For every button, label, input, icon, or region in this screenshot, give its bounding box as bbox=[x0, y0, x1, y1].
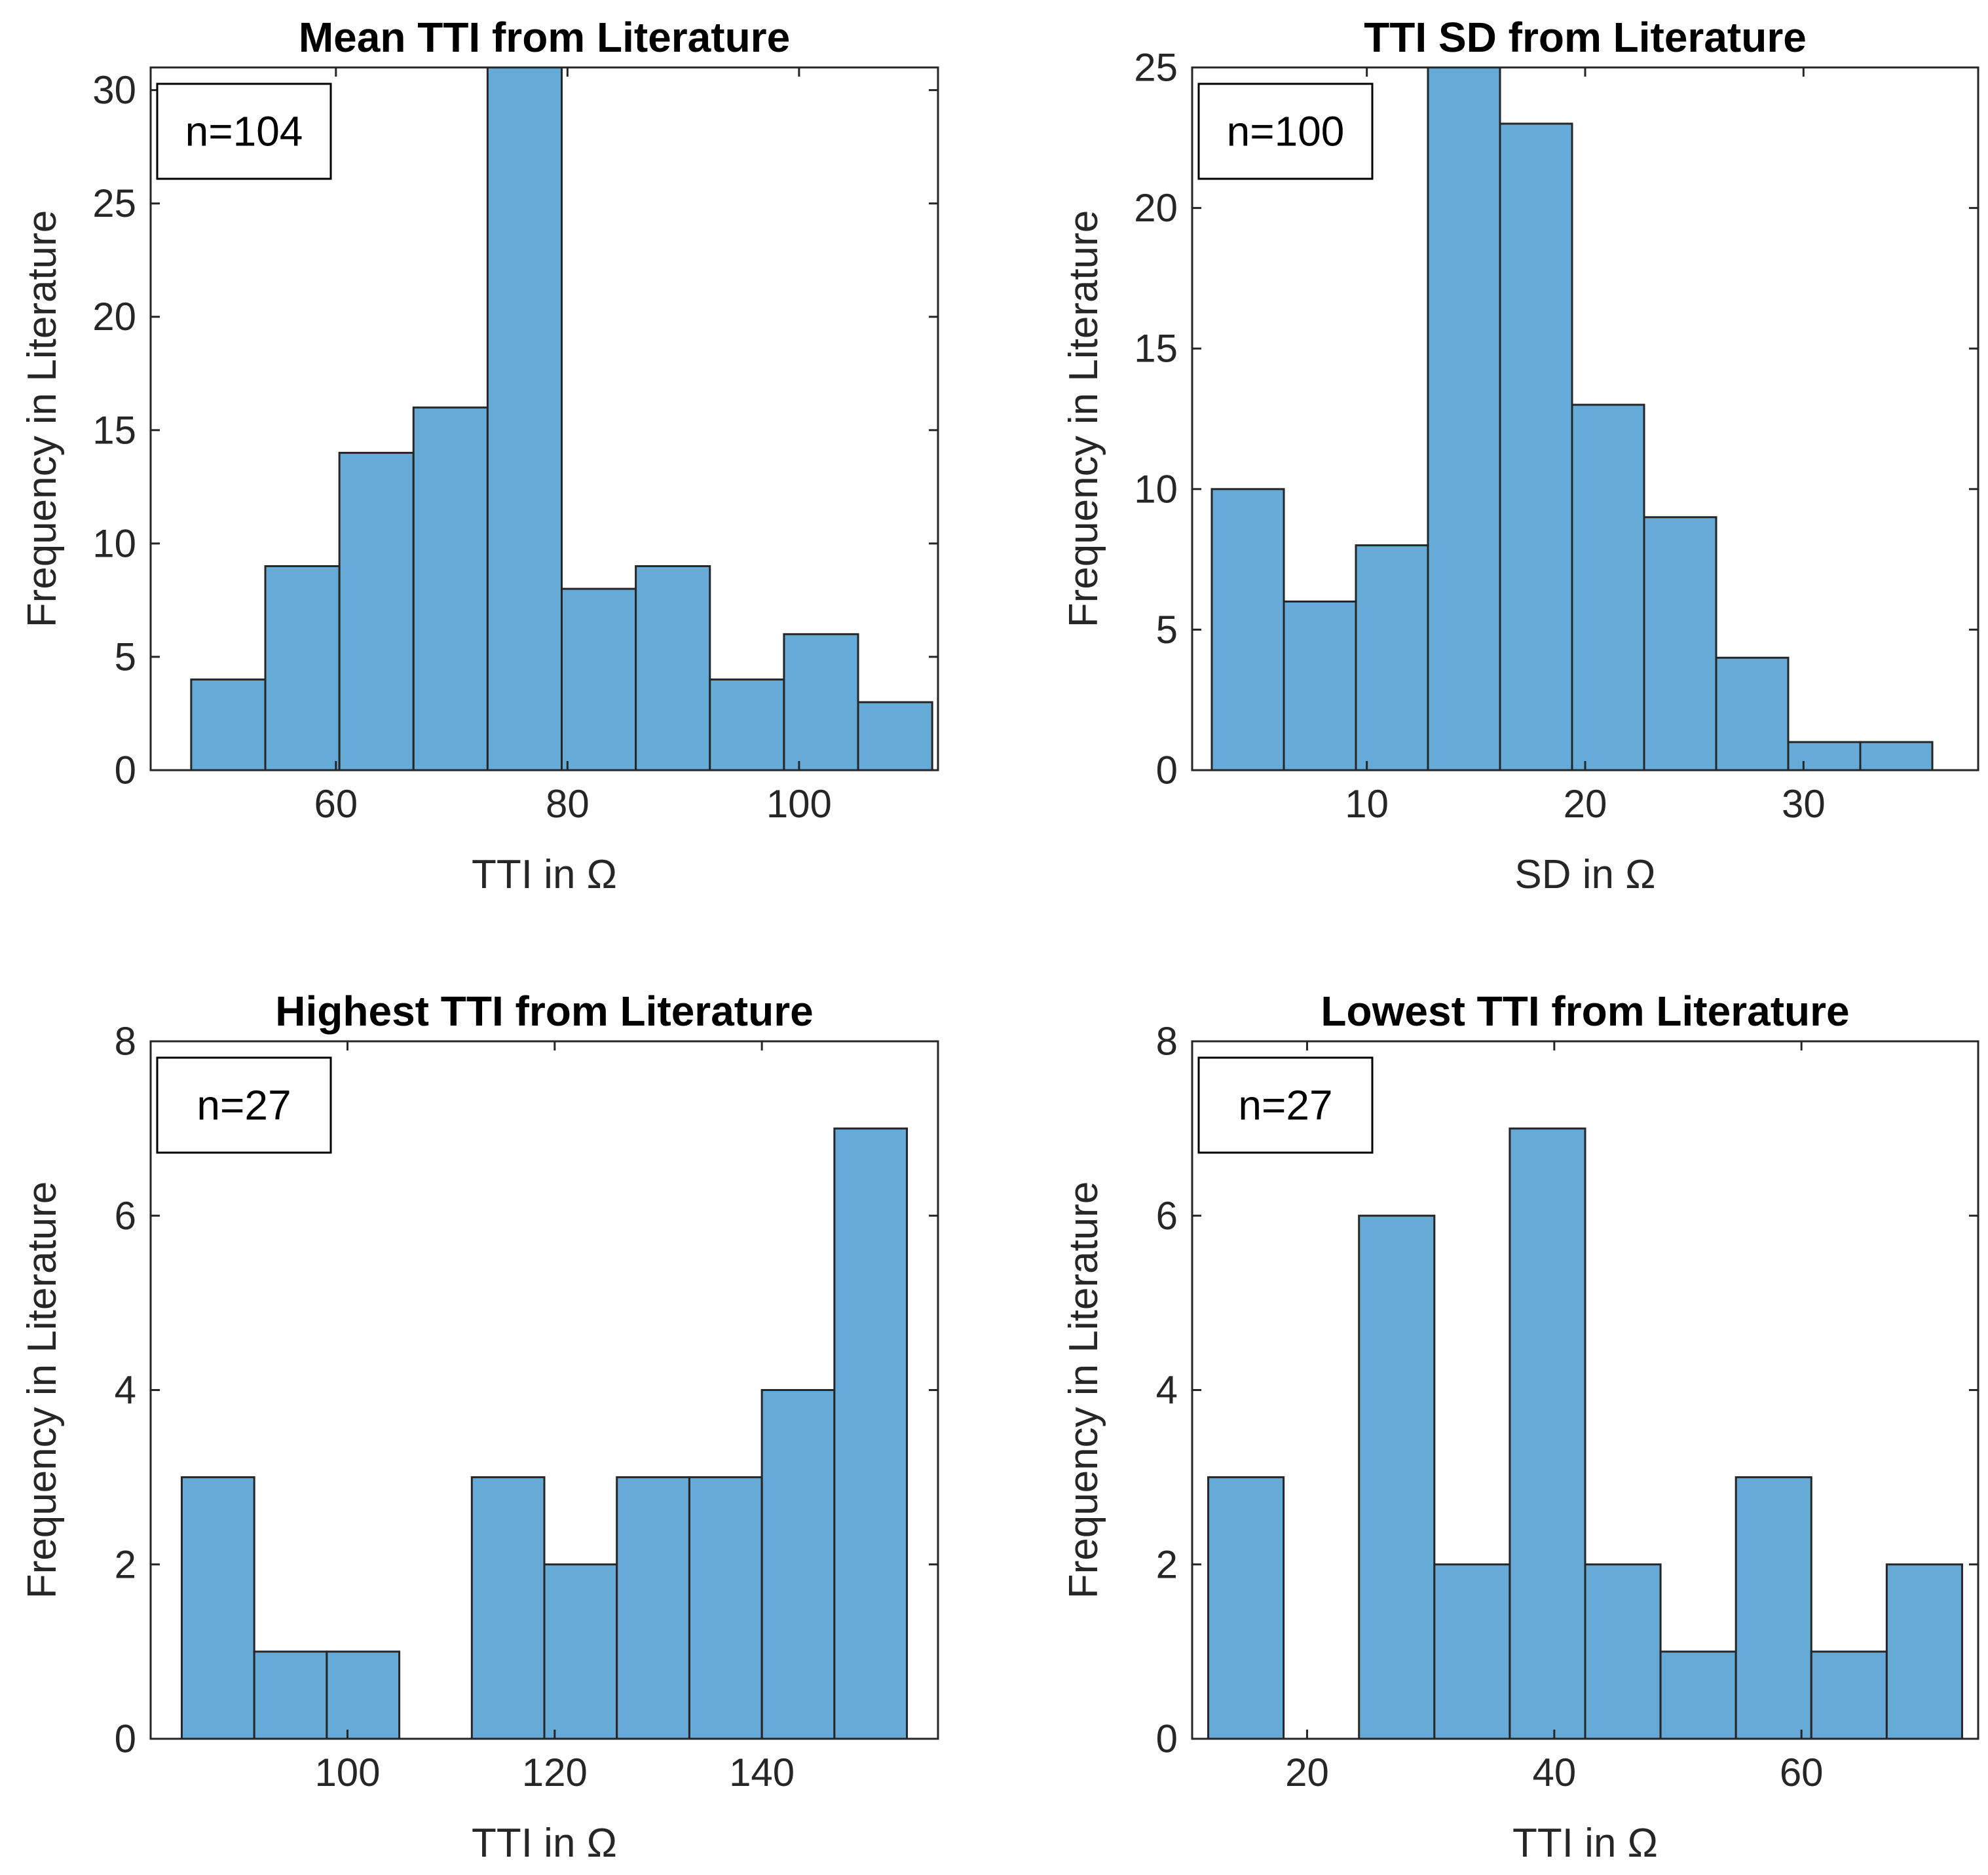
x-tick-label: 20 bbox=[1285, 1751, 1329, 1794]
chart-panel-3: 0 2 4 6 8 100 120 140 Highest TTI from Literatur… bbox=[20, 988, 939, 1866]
histogram-bar bbox=[326, 1650, 401, 1740]
x-axis-label: SD in Ω bbox=[1514, 852, 1655, 897]
histogram-bar bbox=[470, 1476, 546, 1740]
y-tick-label: 2 bbox=[115, 1542, 136, 1586]
histogram-bar bbox=[264, 565, 341, 771]
chart-panel-4: 0 2 4 6 8 20 40 60 Lowest TTI from Literature TTI… bbox=[1061, 988, 1979, 1866]
x-tick-label: 100 bbox=[314, 1751, 380, 1794]
y-tick-label: 2 bbox=[1156, 1542, 1178, 1586]
histogram-bar bbox=[1659, 1650, 1737, 1740]
x-tick-label: 120 bbox=[522, 1751, 588, 1794]
histogram-bar bbox=[1584, 1563, 1662, 1740]
histogram-bar bbox=[1810, 1650, 1888, 1740]
histogram-bar bbox=[1787, 741, 1862, 771]
x-tick-label: 80 bbox=[546, 782, 590, 826]
x-axis-label: TTI in Ω bbox=[472, 1821, 617, 1866]
histogram-bar bbox=[1571, 403, 1645, 771]
chart-panel-1: 0 5 10 15 20 25 30 60 80 100 Mean TTI from Literat… bbox=[20, 14, 939, 897]
histogram-bar bbox=[1283, 600, 1357, 771]
histogram-bar bbox=[760, 1389, 836, 1740]
y-tick-label: 25 bbox=[92, 181, 136, 225]
y-tick-label: 0 bbox=[1156, 749, 1178, 792]
sample-size-label: n=100 bbox=[1227, 108, 1345, 155]
y-axis-label: Frequency in Literature bbox=[1061, 210, 1106, 628]
histogram-bar bbox=[1358, 1214, 1436, 1740]
y-tick-label: 5 bbox=[1156, 608, 1178, 652]
histogram-bar bbox=[543, 1563, 618, 1740]
y-tick-label: 10 bbox=[92, 521, 136, 565]
histogram-bar bbox=[1207, 1476, 1285, 1740]
sample-size-label: n=27 bbox=[1238, 1082, 1332, 1129]
y-tick-label: 20 bbox=[92, 295, 136, 339]
x-tick-label: 60 bbox=[314, 782, 358, 826]
histogram-bar bbox=[1210, 488, 1285, 771]
histogram-bar bbox=[709, 678, 785, 771]
x-axis-label: TTI in Ω bbox=[1512, 1821, 1658, 1866]
y-tick-label: 5 bbox=[115, 635, 136, 678]
annotation-box bbox=[1197, 1056, 1374, 1154]
chart-title: Highest TTI from Literature bbox=[275, 988, 813, 1035]
chart-title: Lowest TTI from Literature bbox=[1321, 988, 1849, 1035]
chart-title: Mean TTI from Literature bbox=[299, 14, 790, 61]
y-tick-label: 25 bbox=[1134, 46, 1178, 90]
y-tick-label: 0 bbox=[115, 1717, 136, 1761]
histogram-bar bbox=[616, 1476, 690, 1740]
y-axis-label: Frequency in Literature bbox=[1061, 1181, 1106, 1599]
y-tick-label: 0 bbox=[1156, 1717, 1178, 1761]
x-tick-label: 20 bbox=[1564, 782, 1607, 826]
chart-title: TTI SD from Literature bbox=[1364, 14, 1807, 61]
sample-size-label: n=27 bbox=[197, 1082, 291, 1129]
histogram-bar bbox=[1427, 66, 1501, 771]
annotation-box bbox=[156, 83, 332, 180]
y-tick-label: 15 bbox=[1134, 327, 1178, 371]
histogram-bar bbox=[1859, 741, 1934, 771]
x-axis-label: TTI in Ω bbox=[472, 852, 617, 897]
histogram-bar bbox=[190, 678, 267, 771]
histogram-bar bbox=[1643, 516, 1717, 771]
histogram-bar bbox=[635, 565, 711, 771]
chart-panel-2: 0 5 10 15 20 25 10 20 30 TTI SD from Literature SD… bbox=[1061, 14, 1979, 897]
axes-box bbox=[149, 66, 939, 771]
x-tick-label: 10 bbox=[1345, 782, 1389, 826]
histogram-bar bbox=[180, 1476, 255, 1740]
x-tick-label: 100 bbox=[766, 782, 832, 826]
histogram-bar bbox=[1355, 544, 1429, 771]
y-tick-label: 6 bbox=[1156, 1194, 1178, 1238]
y-tick-label: 8 bbox=[1156, 1020, 1178, 1064]
histogram-bar bbox=[1509, 1127, 1586, 1740]
histogram-bar bbox=[857, 701, 933, 771]
histogram-bar bbox=[1885, 1563, 1963, 1740]
histogram-bar bbox=[561, 587, 637, 771]
y-tick-label: 6 bbox=[115, 1194, 136, 1238]
histogram-bar bbox=[688, 1476, 763, 1740]
histogram-bar bbox=[1735, 1476, 1812, 1740]
histogram-bar bbox=[783, 633, 859, 771]
y-tick-label: 4 bbox=[115, 1368, 136, 1412]
y-tick-label: 20 bbox=[1134, 186, 1178, 230]
y-axis-label: Frequency in Literature bbox=[20, 210, 65, 628]
histogram-bar bbox=[338, 451, 415, 771]
y-tick-label: 15 bbox=[92, 408, 136, 452]
histogram-bar bbox=[833, 1127, 909, 1740]
histogram-bar bbox=[412, 406, 489, 771]
annotation-box bbox=[1197, 83, 1374, 180]
histogram-bar bbox=[253, 1650, 328, 1740]
annotation-box bbox=[156, 1056, 332, 1154]
x-tick-label: 40 bbox=[1532, 1751, 1576, 1794]
x-tick-label: 60 bbox=[1780, 1751, 1824, 1794]
y-tick-label: 8 bbox=[115, 1020, 136, 1064]
x-tick-label: 30 bbox=[1782, 782, 1826, 826]
histogram-bar bbox=[1715, 656, 1790, 771]
histogram-bar bbox=[1499, 122, 1573, 771]
x-tick-label: 140 bbox=[729, 1751, 795, 1794]
histogram-bar bbox=[486, 66, 563, 771]
y-tick-label: 0 bbox=[115, 749, 136, 792]
y-axis-label: Frequency in Literature bbox=[20, 1181, 65, 1599]
y-tick-label: 30 bbox=[92, 68, 136, 112]
histogram-bar bbox=[1433, 1563, 1511, 1740]
sample-size-label: n=104 bbox=[185, 108, 303, 155]
y-tick-label: 10 bbox=[1134, 467, 1178, 511]
y-tick-label: 4 bbox=[1156, 1368, 1178, 1412]
